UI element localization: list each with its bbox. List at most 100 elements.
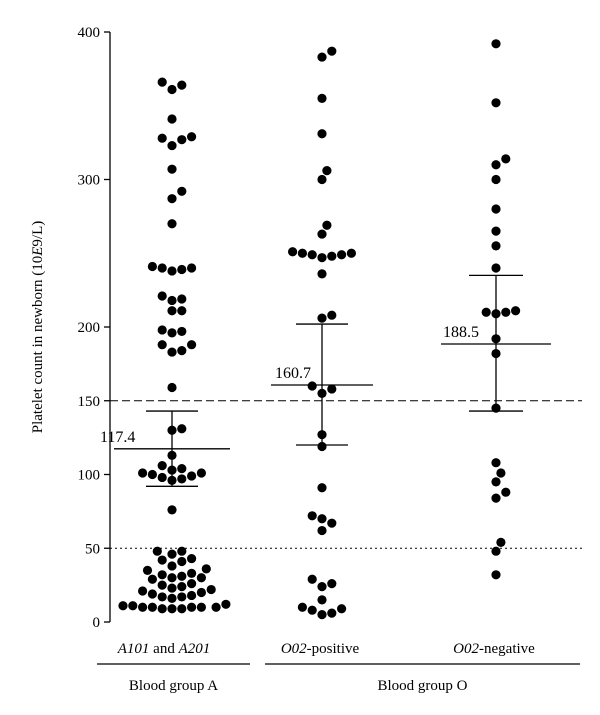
data-point bbox=[177, 474, 187, 484]
data-point bbox=[322, 166, 332, 176]
data-point bbox=[147, 261, 157, 272]
mean-value-label: 160.7 bbox=[275, 365, 311, 382]
data-point bbox=[138, 468, 148, 478]
data-point bbox=[118, 601, 128, 611]
data-point bbox=[167, 382, 177, 393]
data-point bbox=[501, 307, 511, 317]
data-point bbox=[496, 468, 506, 478]
data-point bbox=[206, 584, 216, 595]
data-point bbox=[167, 266, 177, 276]
data-point bbox=[297, 248, 307, 258]
data-points bbox=[118, 39, 521, 620]
data-point bbox=[128, 601, 138, 611]
data-point bbox=[177, 592, 187, 602]
data-point bbox=[337, 250, 347, 260]
data-point bbox=[167, 604, 177, 614]
data-point bbox=[157, 263, 167, 273]
data-point bbox=[157, 291, 167, 301]
data-point bbox=[187, 590, 197, 601]
data-point bbox=[307, 605, 317, 615]
mean-value-label: 117.4 bbox=[100, 429, 135, 446]
data-point bbox=[167, 219, 177, 229]
data-point bbox=[201, 564, 211, 574]
data-point bbox=[138, 602, 148, 612]
data-point bbox=[327, 579, 337, 589]
data-point bbox=[177, 571, 187, 581]
data-point bbox=[177, 556, 187, 567]
data-point bbox=[177, 604, 187, 614]
data-point bbox=[177, 294, 187, 304]
data-point bbox=[147, 574, 157, 584]
data-point bbox=[501, 154, 511, 164]
data-point bbox=[177, 464, 187, 474]
data-point bbox=[327, 608, 337, 618]
reference-lines bbox=[110, 400, 582, 549]
y-tick-label-200: 200 bbox=[78, 320, 101, 336]
data-point bbox=[177, 546, 187, 556]
data-point bbox=[327, 46, 337, 56]
data-point bbox=[317, 514, 327, 524]
data-point bbox=[187, 553, 197, 564]
data-point bbox=[307, 250, 317, 260]
category-label: O02-positive bbox=[281, 641, 360, 657]
data-point bbox=[157, 604, 167, 614]
data-point bbox=[187, 602, 197, 612]
category-label: A101 and A201 bbox=[117, 641, 211, 657]
data-point bbox=[177, 80, 187, 90]
data-point bbox=[157, 325, 167, 335]
data-point bbox=[167, 140, 177, 151]
data-point bbox=[167, 573, 177, 583]
data-point bbox=[346, 248, 356, 258]
category-label-part: O02 bbox=[453, 641, 479, 657]
data-point bbox=[187, 579, 197, 589]
data-point bbox=[496, 537, 506, 547]
data-point bbox=[177, 582, 187, 592]
data-point bbox=[157, 592, 167, 602]
y-tick-label-300: 300 bbox=[78, 173, 101, 189]
data-point bbox=[317, 595, 327, 605]
data-point bbox=[152, 546, 162, 556]
data-point bbox=[157, 555, 167, 565]
y-axis: 0 50 100 150 200 300 400 bbox=[78, 25, 111, 631]
data-point bbox=[317, 582, 327, 592]
data-point bbox=[501, 487, 511, 497]
data-point bbox=[157, 77, 167, 87]
y-axis-label-part: E bbox=[30, 247, 46, 257]
data-point bbox=[187, 263, 197, 273]
data-point bbox=[167, 583, 177, 593]
y-tick-label-100: 100 bbox=[78, 468, 101, 484]
data-point bbox=[327, 384, 337, 394]
data-point bbox=[167, 561, 177, 571]
data-point bbox=[491, 570, 501, 580]
data-point bbox=[317, 229, 327, 239]
data-point bbox=[167, 194, 177, 204]
data-point bbox=[481, 307, 491, 317]
data-point bbox=[157, 461, 167, 471]
mean-value-label: 188.5 bbox=[443, 324, 479, 341]
data-point bbox=[196, 602, 206, 612]
data-point bbox=[307, 381, 317, 391]
data-point bbox=[327, 310, 337, 320]
group-labels: Blood group A Blood group O bbox=[97, 663, 580, 694]
data-point bbox=[317, 441, 327, 452]
data-point bbox=[177, 326, 187, 337]
data-point bbox=[327, 518, 337, 528]
mean-error-bars: 117.4 160.7 188.5 bbox=[100, 274, 551, 487]
data-point bbox=[317, 525, 327, 536]
data-point bbox=[491, 241, 501, 251]
data-point bbox=[491, 226, 501, 236]
category-labels: A101 and A201 O02-positive O02-negative bbox=[117, 641, 535, 657]
data-point bbox=[317, 93, 327, 103]
data-point bbox=[211, 602, 221, 612]
category-label-part: and bbox=[149, 641, 178, 657]
y-tick-label-50: 50 bbox=[85, 541, 100, 557]
data-point bbox=[167, 593, 177, 604]
category-label-part: -positive bbox=[307, 641, 360, 657]
data-point bbox=[177, 186, 187, 196]
group-label: Blood group O bbox=[378, 678, 468, 694]
data-point bbox=[167, 164, 177, 174]
data-point bbox=[187, 340, 197, 350]
y-tick-label-150: 150 bbox=[78, 394, 101, 410]
data-point bbox=[157, 472, 167, 483]
data-point bbox=[177, 264, 187, 275]
